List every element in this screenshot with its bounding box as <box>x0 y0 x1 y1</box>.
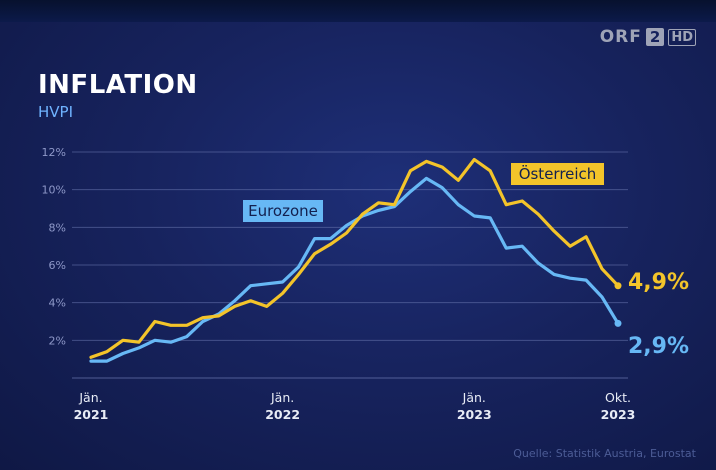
end-label-eurozone: 2,9% <box>628 334 689 359</box>
legend-oesterreich-text: Österreich <box>519 164 597 183</box>
end-point-oesterreich <box>614 282 622 290</box>
y-tick-label: 10% <box>42 184 66 197</box>
y-tick-label: 4% <box>49 297 66 310</box>
x-tick-label: 2021 <box>74 407 109 422</box>
x-tick-label: Jän. <box>78 390 102 405</box>
legend-oesterreich-box <box>511 163 604 185</box>
series-line-oesterreich <box>89 157 620 359</box>
orf2-hd-logo: ORF 2 HD <box>600 27 696 47</box>
legend-eurozone-text: Eurozone <box>248 202 318 220</box>
x-tick-label: 2022 <box>265 407 300 422</box>
x-tick-label: 2023 <box>457 407 492 422</box>
x-tick-label: Jän. <box>462 390 486 405</box>
x-tick-label: 2023 <box>601 407 636 422</box>
top-band <box>0 0 716 22</box>
y-tick-label: 12% <box>42 146 66 159</box>
legend-eurozone-box <box>243 200 323 222</box>
y-tick-label: 2% <box>49 334 66 347</box>
y-tick-label: 6% <box>49 259 66 272</box>
logo-hd: HD <box>668 28 696 46</box>
end-label-oesterreich: 4,9% <box>628 270 689 295</box>
source-note: Quelle: Statistik Austria, Eurostat <box>513 447 696 460</box>
chart-subtitle: HVPI <box>38 103 74 121</box>
y-tick-label: 8% <box>49 221 66 234</box>
logo-channel: 2 <box>645 28 665 46</box>
chart-title: INFLATION <box>38 70 198 100</box>
logo-orf: ORF <box>599 27 642 47</box>
series-line-eurozone <box>89 176 620 363</box>
x-tick-label: Okt. <box>605 390 631 405</box>
x-tick-label: Jän. <box>270 390 294 405</box>
end-point-eurozone <box>614 319 622 327</box>
